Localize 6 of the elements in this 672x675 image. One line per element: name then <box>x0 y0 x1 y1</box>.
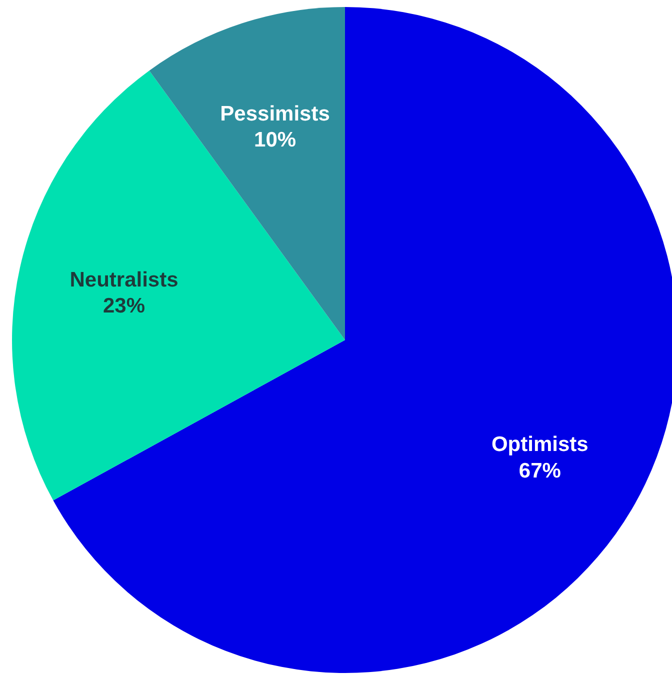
slice-label: Optimists <box>491 433 588 456</box>
data-label: 23% <box>103 294 146 318</box>
data-label: 67% <box>518 459 562 482</box>
slice-label: Pessimists <box>220 102 330 126</box>
data-label: 10% <box>254 128 296 152</box>
slice-label: Neutralists <box>70 268 178 292</box>
